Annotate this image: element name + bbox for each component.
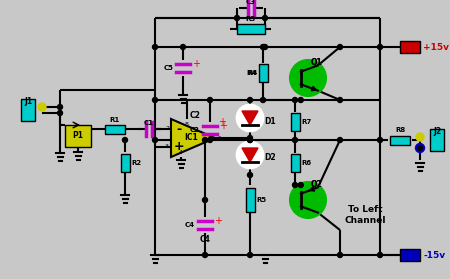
Circle shape xyxy=(153,44,158,49)
Text: R1: R1 xyxy=(110,117,120,122)
Circle shape xyxy=(262,16,267,20)
Circle shape xyxy=(180,44,185,49)
Circle shape xyxy=(415,143,424,153)
Text: J1: J1 xyxy=(24,97,32,106)
Text: D1: D1 xyxy=(264,117,275,126)
Circle shape xyxy=(58,105,63,109)
Polygon shape xyxy=(171,119,215,157)
FancyBboxPatch shape xyxy=(390,136,410,145)
Circle shape xyxy=(298,97,303,102)
Circle shape xyxy=(234,16,239,20)
Circle shape xyxy=(378,138,382,143)
Circle shape xyxy=(248,97,252,102)
Circle shape xyxy=(202,252,207,258)
Text: R6: R6 xyxy=(302,160,311,166)
Circle shape xyxy=(292,138,297,143)
FancyBboxPatch shape xyxy=(237,24,265,34)
Circle shape xyxy=(38,103,46,111)
Circle shape xyxy=(248,172,252,177)
Text: P1: P1 xyxy=(72,131,84,141)
Text: R4: R4 xyxy=(246,70,256,76)
Circle shape xyxy=(298,182,303,187)
Text: Q2: Q2 xyxy=(311,180,323,189)
Text: IC1: IC1 xyxy=(184,133,198,143)
Circle shape xyxy=(292,182,297,187)
Text: C4: C4 xyxy=(185,222,195,228)
Text: D2: D2 xyxy=(264,153,275,162)
Circle shape xyxy=(290,182,326,218)
Circle shape xyxy=(122,138,127,143)
Circle shape xyxy=(248,138,252,143)
Circle shape xyxy=(338,252,342,258)
Circle shape xyxy=(416,133,424,141)
Circle shape xyxy=(248,136,252,141)
Text: +: + xyxy=(174,141,184,153)
Circle shape xyxy=(207,138,212,143)
Polygon shape xyxy=(242,111,258,125)
FancyBboxPatch shape xyxy=(121,154,130,172)
Text: R2: R2 xyxy=(131,160,142,166)
Text: J2: J2 xyxy=(433,127,441,136)
Circle shape xyxy=(153,97,158,102)
Text: R7: R7 xyxy=(302,119,312,125)
Circle shape xyxy=(248,252,252,258)
Circle shape xyxy=(202,138,207,143)
Circle shape xyxy=(237,142,263,168)
Text: To Left
Channel: To Left Channel xyxy=(344,205,386,225)
Text: -: - xyxy=(176,122,181,136)
Text: R8: R8 xyxy=(395,128,405,133)
Text: +: + xyxy=(219,121,227,131)
FancyBboxPatch shape xyxy=(65,125,91,147)
FancyBboxPatch shape xyxy=(400,41,420,53)
Circle shape xyxy=(338,138,342,143)
Circle shape xyxy=(261,97,265,102)
Circle shape xyxy=(248,138,252,143)
Text: C1: C1 xyxy=(144,120,154,126)
FancyBboxPatch shape xyxy=(291,154,300,172)
Text: +: + xyxy=(218,117,226,127)
FancyBboxPatch shape xyxy=(21,99,35,121)
Text: 1: 1 xyxy=(217,136,221,141)
Text: C5: C5 xyxy=(163,65,173,71)
Text: 3: 3 xyxy=(165,145,169,150)
Circle shape xyxy=(153,138,158,143)
Circle shape xyxy=(292,97,297,102)
FancyBboxPatch shape xyxy=(105,124,125,133)
Text: -15v: -15v xyxy=(423,251,445,259)
Text: R4: R4 xyxy=(248,70,258,76)
Text: +15v: +15v xyxy=(423,42,449,52)
Text: 8: 8 xyxy=(185,121,189,126)
Text: +: + xyxy=(214,216,222,226)
Circle shape xyxy=(418,146,423,150)
Text: 4: 4 xyxy=(179,150,183,155)
Text: +: + xyxy=(192,59,200,69)
Text: C4: C4 xyxy=(199,235,211,244)
Circle shape xyxy=(378,44,382,49)
Text: C2: C2 xyxy=(190,127,200,133)
FancyBboxPatch shape xyxy=(430,129,444,151)
Polygon shape xyxy=(242,148,258,162)
Text: C3: C3 xyxy=(246,0,256,5)
Circle shape xyxy=(237,105,263,131)
FancyBboxPatch shape xyxy=(258,64,267,82)
FancyBboxPatch shape xyxy=(291,113,300,131)
Text: R5: R5 xyxy=(256,197,266,203)
Circle shape xyxy=(290,60,326,96)
Circle shape xyxy=(262,44,267,49)
Text: Q2: Q2 xyxy=(311,180,323,189)
Circle shape xyxy=(338,44,342,49)
Circle shape xyxy=(58,110,63,116)
Text: C2: C2 xyxy=(189,112,200,121)
Text: Q1: Q1 xyxy=(311,58,323,67)
FancyBboxPatch shape xyxy=(246,188,255,212)
Circle shape xyxy=(202,198,207,203)
Circle shape xyxy=(261,44,265,49)
Text: 2: 2 xyxy=(165,126,169,131)
Circle shape xyxy=(207,97,212,102)
FancyBboxPatch shape xyxy=(400,249,420,261)
Text: R3: R3 xyxy=(246,16,256,22)
Circle shape xyxy=(338,97,342,102)
Text: Q1: Q1 xyxy=(311,58,323,67)
Circle shape xyxy=(378,252,382,258)
